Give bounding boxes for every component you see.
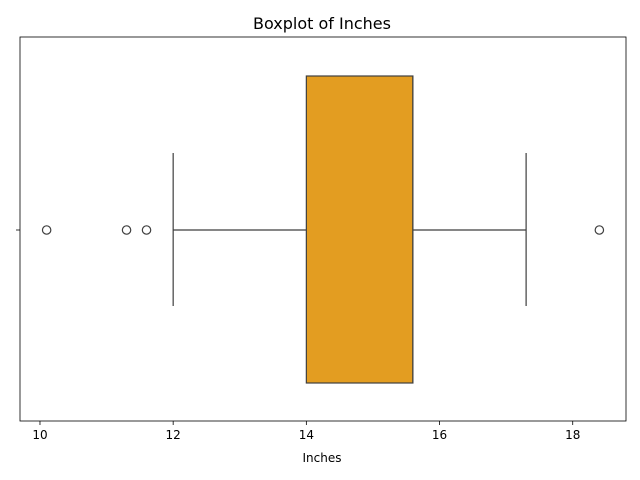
x-tick-label: 18 (565, 428, 580, 442)
x-tick-label: 10 (32, 428, 47, 442)
x-axis: 10 12 14 16 18 (16, 229, 580, 442)
x-axis-label: Inches (303, 451, 342, 465)
outlier-point (141, 225, 152, 235)
x-tick-label: 12 (166, 428, 181, 442)
outlier-point (41, 225, 52, 235)
chart-title: Boxplot of Inches (253, 14, 391, 33)
outlier-point (594, 225, 605, 235)
plot-frame (19, 36, 627, 422)
plot-area (41, 75, 605, 384)
outlier-point (121, 225, 132, 235)
iqr-box (305, 75, 414, 384)
x-tick-label: 14 (299, 428, 314, 442)
x-tick-label: 16 (432, 428, 447, 442)
